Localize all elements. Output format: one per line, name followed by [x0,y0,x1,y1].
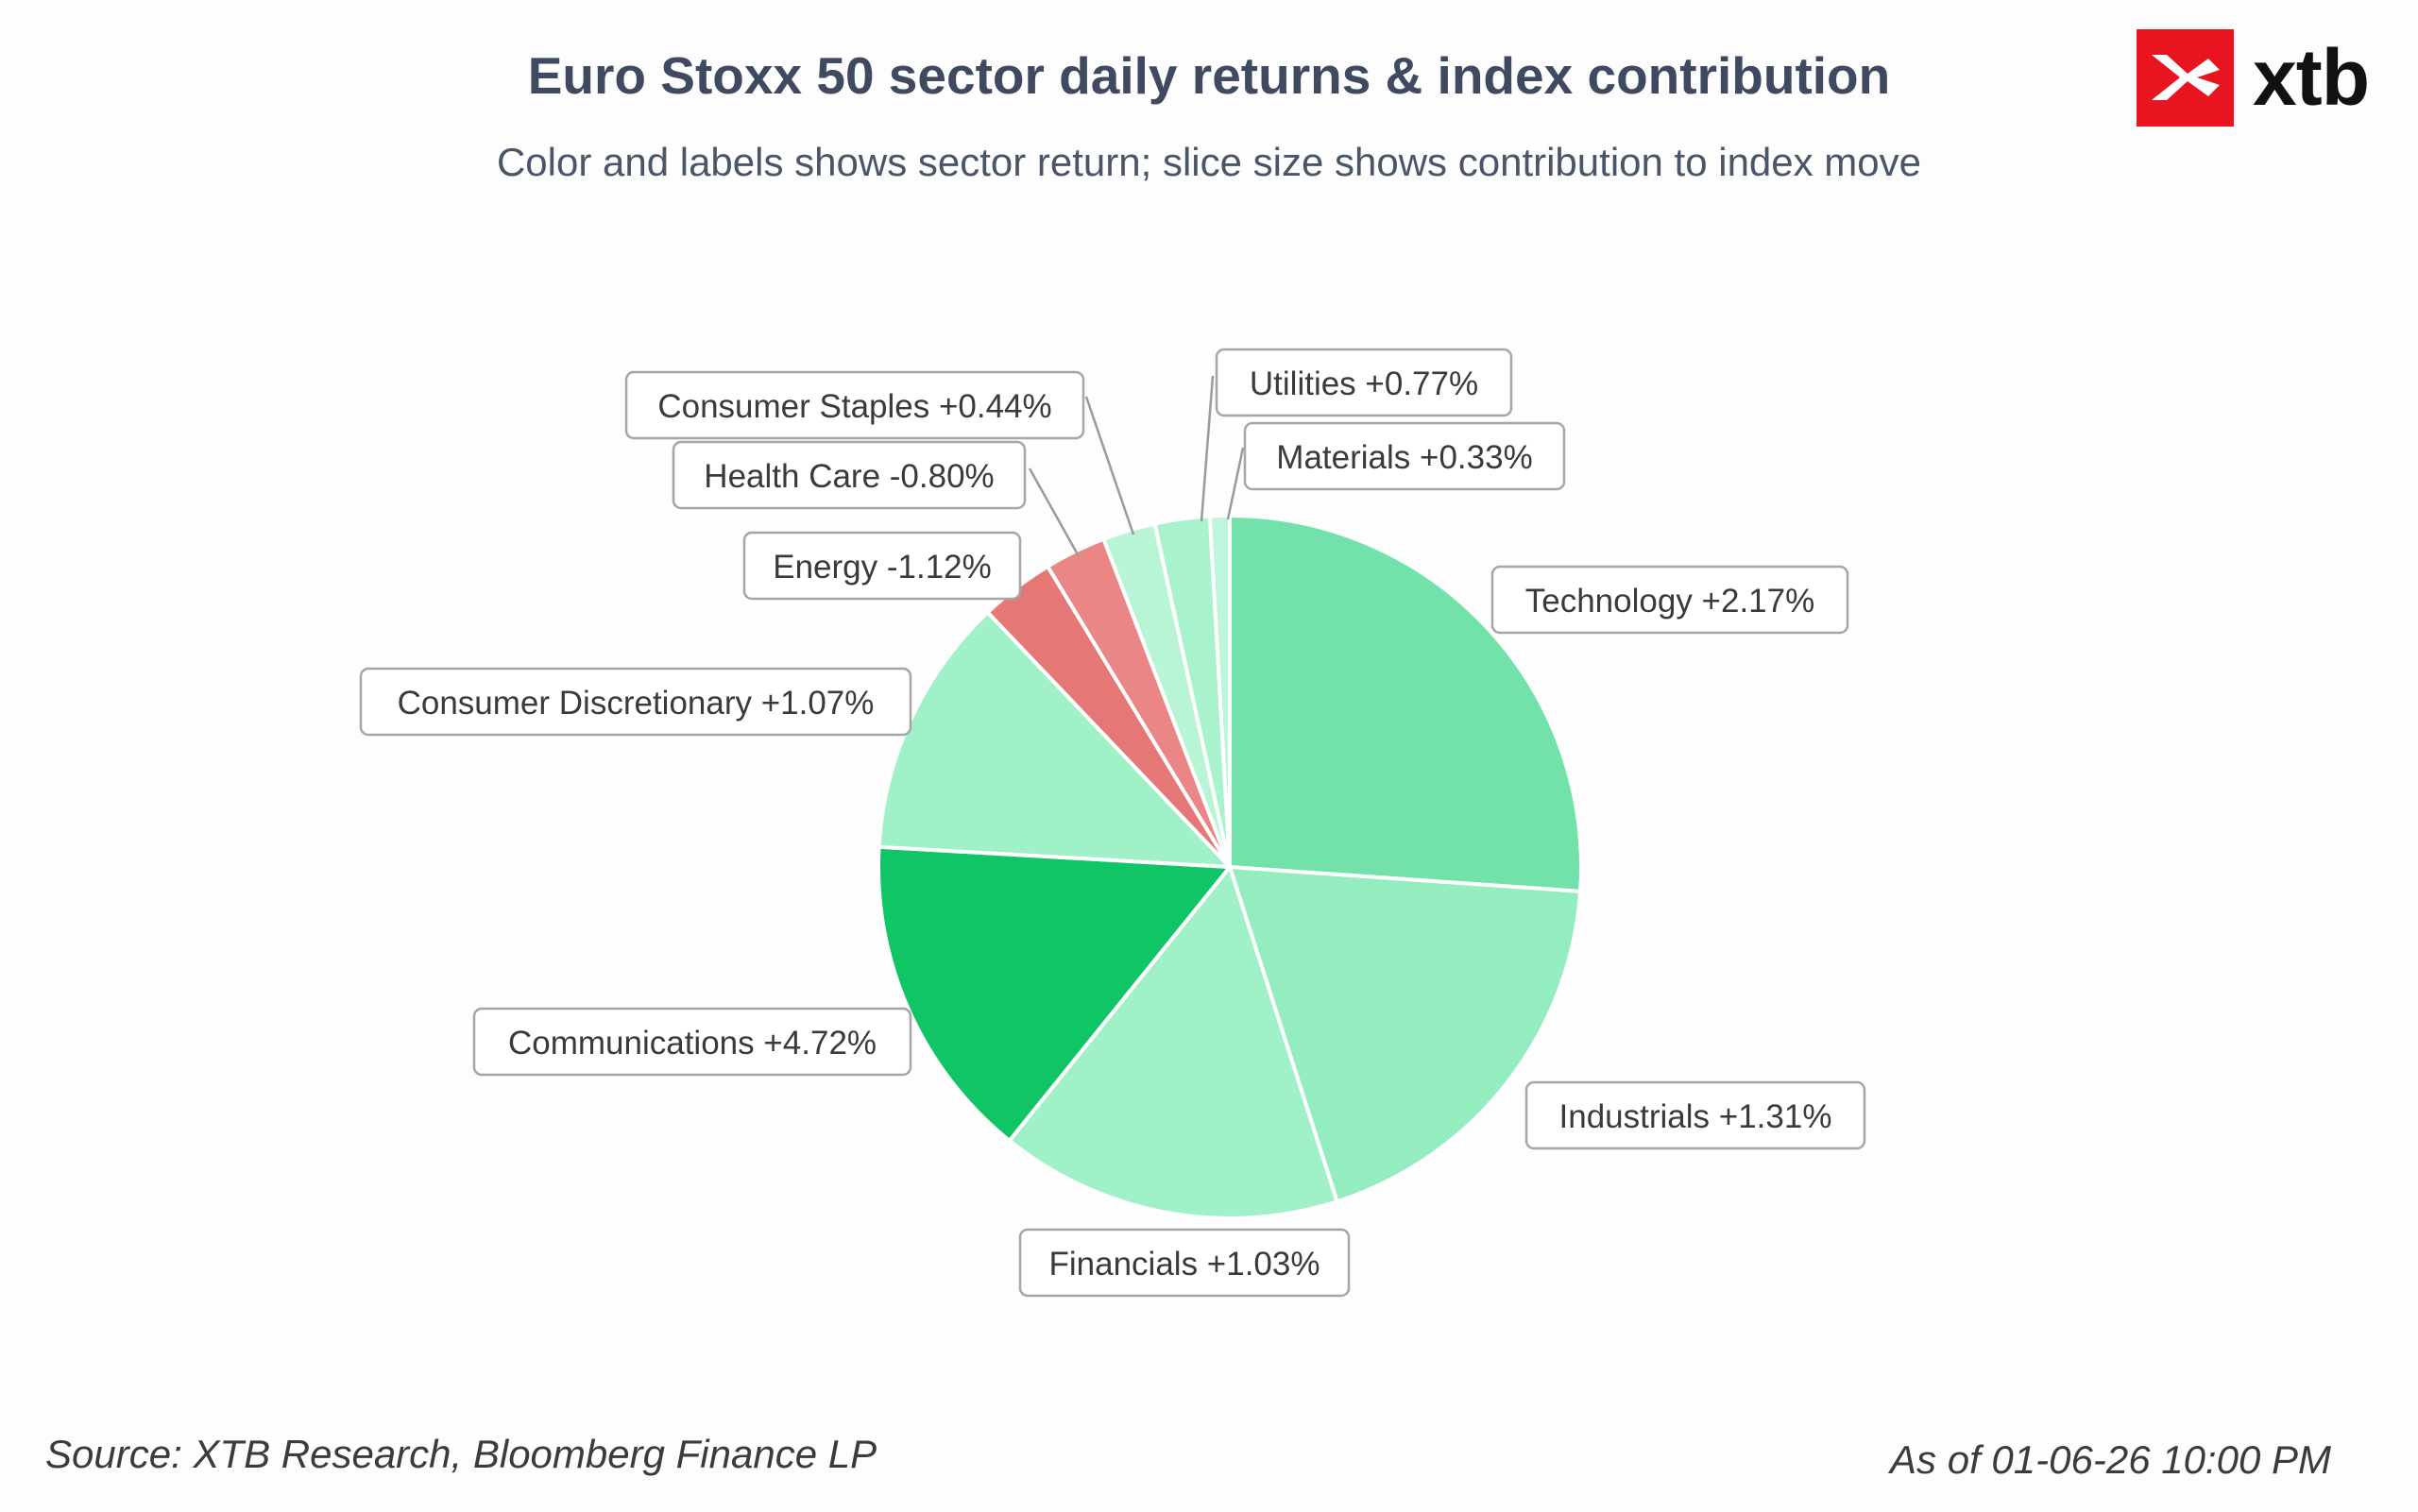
logo-wordmark: xtb [2253,33,2370,122]
leader-line [1084,396,1135,535]
pie-slice-technology [1228,514,1583,893]
slice-label: Health Care -0.80% [672,440,1027,510]
x-mark-icon [2151,55,2220,100]
slice-label: Communications +4.72% [472,1007,912,1077]
slice-label-text: Consumer Staples +0.44% [657,388,1051,425]
slice-label: Energy -1.12% [742,531,1022,601]
slice-label-text: Health Care -0.80% [704,458,994,495]
slice-label-text: Utilities +0.77% [1250,365,1478,402]
leader-line [1200,375,1215,522]
slice-label: Industrials +1.31% [1524,1080,1866,1150]
chart-title: Euro Stoxx 50 sector daily returns & ind… [527,46,1891,105]
label-leaders [1028,375,1245,557]
slice-label: Technology +2.17% [1490,565,1849,635]
slice-label-text: Technology +2.17% [1525,583,1814,620]
label-box [1215,348,1513,417]
slice-label-text: Industrials +1.31% [1559,1098,1832,1135]
xtb-logo-icon [2137,28,2234,127]
slice-label: Consumer Staples +0.44% [624,370,1085,440]
slice-label: Materials +0.33% [1243,421,1566,491]
slice-label: Utilities +0.77% [1215,348,1513,417]
pie-slices [877,513,1583,1220]
as-of-timestamp: As of 01-06-26 10:00 PM [1890,1437,2331,1482]
slice-label-text: Communications +4.72% [508,1025,877,1062]
slice-label-text: Materials +0.33% [1276,439,1532,476]
slice-label: Financials +1.03% [1018,1228,1351,1298]
label-box [672,440,1027,510]
label-box [472,1007,912,1077]
xtb-logo: xtb [2137,26,2370,128]
label-box [1524,1080,1866,1150]
pie-slice-financials [1007,865,1339,1220]
leader-line [1226,447,1245,520]
slice-label-text: Financials +1.03% [1049,1246,1320,1283]
slice-label-text: Energy -1.12% [773,549,992,586]
source-note: Source: XTB Research, Bloomberg Finance … [45,1432,877,1476]
slice-label-text: Consumer Discretionary +1.07% [398,685,875,722]
slice-labels: Technology +2.17% Industrials +1.31% Finan… [359,348,1866,1298]
leader-line [1028,467,1081,557]
label-box [359,667,912,737]
pie-slice-industrials [1228,865,1583,1204]
label-box [624,370,1085,440]
label-box [1243,421,1566,491]
label-box [1018,1228,1351,1298]
chart-subtitle: Color and labels shows sector return; sl… [496,140,1922,184]
label-box [1490,565,1849,635]
slice-label: Consumer Discretionary +1.07% [359,667,912,737]
label-box [742,531,1022,601]
